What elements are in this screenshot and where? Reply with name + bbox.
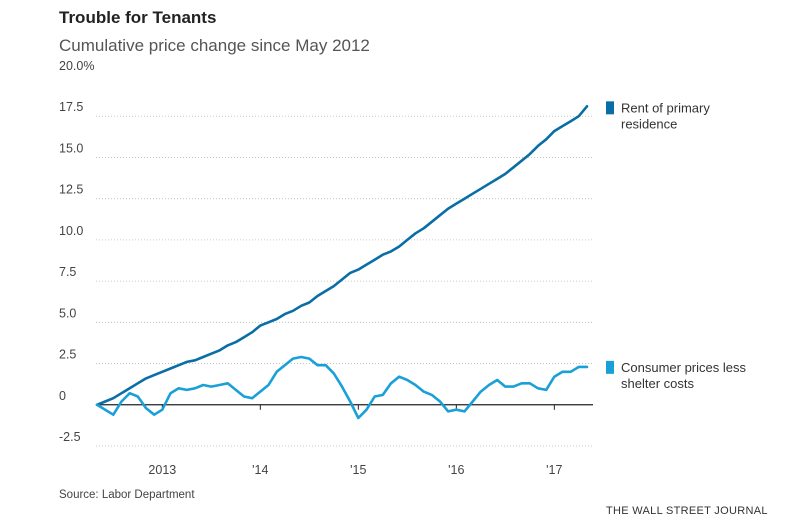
publisher-credit: THE WALL STREET JOURNAL <box>606 505 768 517</box>
x-tick-label: '15 <box>350 463 366 477</box>
legend-label: Rent of primary residence <box>621 100 710 131</box>
x-axis-ticks: 2013 '14 '15 '16 '17 <box>148 404 563 477</box>
y-tick-label: 12.5 <box>59 183 83 197</box>
y-tick-label: 10.0 <box>59 224 83 238</box>
y-tick-label: 0 <box>59 389 66 403</box>
x-tick-label: '17 <box>546 463 562 477</box>
chart-subtitle: Cumulative price change since May 2012 <box>59 36 370 55</box>
y-axis-ticks: 20.0% 17.5 15.0 12.5 10.0 7.5 5.0 2.5 0 -2.5 <box>59 59 94 444</box>
legend: Rent of primary residence Consumer prices … <box>606 100 746 391</box>
y-tick-label: -2.5 <box>59 430 81 444</box>
y-tick-label: 2.5 <box>59 348 76 362</box>
y-tick-label: 5.0 <box>59 306 76 320</box>
y-tick-label: 17.5 <box>59 100 83 114</box>
series-lines <box>95 105 589 420</box>
x-tick-label: '14 <box>252 463 268 477</box>
chart-title: Trouble for Tenants <box>59 8 217 27</box>
series-line-rent <box>95 105 589 407</box>
gridlines <box>96 115 593 447</box>
y-tick-label: 20.0% <box>59 59 94 73</box>
legend-label: Consumer prices less shelter costs <box>621 360 746 391</box>
source-note: Source: Labor Department <box>59 489 195 501</box>
x-tick-label: 2013 <box>148 463 176 477</box>
series-line-consumer-prices <box>95 355 589 420</box>
x-tick-label: '16 <box>448 463 464 477</box>
y-tick-label: 7.5 <box>59 265 76 279</box>
legend-swatch <box>606 101 614 115</box>
legend-swatch <box>606 360 614 374</box>
y-tick-label: 15.0 <box>59 141 83 155</box>
